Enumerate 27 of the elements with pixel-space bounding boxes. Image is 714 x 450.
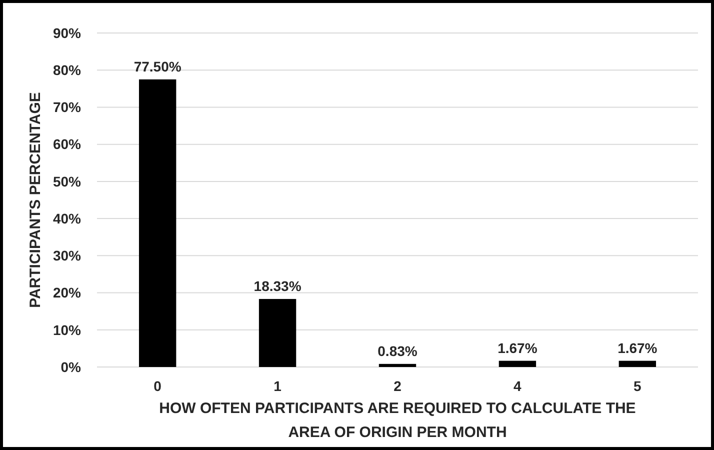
y-tick-label: 0% <box>60 358 82 375</box>
x-tick-label: 1 <box>274 378 282 394</box>
y-tick-label: 80% <box>52 62 82 78</box>
x-tick-label: 5 <box>634 378 642 394</box>
y-tick-label: 60% <box>52 136 82 152</box>
y-tick-label: 30% <box>52 248 82 264</box>
data-label: 0.83% <box>378 342 418 359</box>
y-tick-label: 10% <box>52 322 82 338</box>
data-label: 77.50% <box>134 58 182 74</box>
bar <box>138 79 176 367</box>
data-label: 1.67% <box>618 340 658 356</box>
x-axis-title: HOW OFTEN PARTICIPANTS ARE REQUIRED TO CALCULATE THE AREA OF ORIGIN PER MONTH <box>159 400 636 441</box>
bar <box>378 364 416 367</box>
x-tick-label: 4 <box>514 378 522 394</box>
y-tick-label: 90% <box>52 24 82 41</box>
bar <box>618 360 656 367</box>
data-label: 18.33% <box>254 278 302 294</box>
y-axis-title: PARTICIPANTS PERCENTAGE <box>27 92 44 308</box>
y-tick-label: 70% <box>52 99 82 116</box>
bar <box>258 298 296 367</box>
data-label: 1.67% <box>498 340 538 356</box>
bar <box>498 360 536 367</box>
y-tick-label: 20% <box>52 284 82 301</box>
y-tick-label: 40% <box>52 210 82 226</box>
y-tick-label: 50% <box>52 173 82 190</box>
x-tick-label: 2 <box>394 378 402 394</box>
x-tick-label: 0 <box>154 378 162 394</box>
